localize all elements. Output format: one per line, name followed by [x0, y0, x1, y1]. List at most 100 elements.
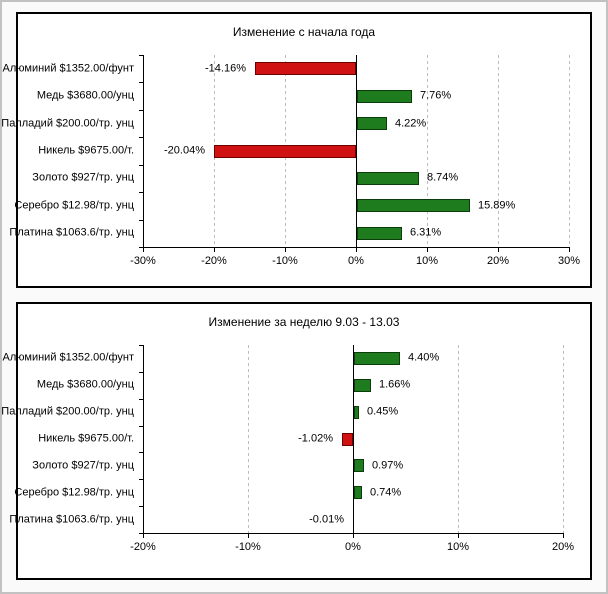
bar — [357, 171, 419, 185]
gridline — [569, 55, 570, 247]
chart-title: Изменение с начала года — [232, 25, 376, 39]
category-axis-tick — [139, 192, 143, 193]
bar-value-label: -1.02% — [298, 432, 333, 445]
category-label: Палладий $200.00/тр. унц — [1, 405, 134, 418]
value-axis-tick — [248, 534, 249, 538]
axis-tick-label: -10% — [272, 255, 298, 267]
value-axis-tick — [143, 248, 144, 252]
bar-value-label: 4.40% — [408, 351, 440, 364]
category-axis-tick — [139, 55, 143, 56]
gridline — [427, 55, 428, 247]
bar-value-label: 7.76% — [420, 89, 452, 102]
axis-tick-label: -20% — [130, 541, 156, 553]
value-axis-tick — [356, 248, 357, 252]
category-axis-tick — [139, 110, 143, 111]
bar — [357, 226, 402, 240]
value-axis-tick — [285, 248, 286, 252]
category-axis-tick — [139, 82, 143, 83]
category-axis-tick — [139, 247, 143, 248]
zero-axis-line — [353, 345, 354, 533]
chart-plot-area: -30% -20% -10% 0% 10% 20% 30% Алюминий $1352.00… — [1, 14, 590, 286]
category-axis-tick — [139, 452, 143, 453]
bar — [214, 144, 356, 158]
category-axis-tick — [139, 506, 143, 507]
value-axis — [143, 247, 570, 248]
bar-value-label: 0.74% — [370, 486, 402, 499]
category-axis-tick — [139, 345, 143, 346]
category-label: Никель $9675.00/т. — [38, 144, 134, 157]
category-axis-tick — [139, 137, 143, 138]
category-label: Алюминий $1352.00/фунт — [2, 62, 134, 75]
category-label: Платина $1063.6/тр. унц — [9, 226, 134, 239]
category-axis-tick — [139, 399, 143, 400]
bar-value-label: 1.66% — [379, 378, 411, 391]
value-axis-tick — [353, 534, 354, 538]
zero-axis-line — [356, 55, 357, 247]
bar-value-label: 6.31% — [410, 226, 442, 239]
bar-value-label: -14.16% — [205, 62, 246, 75]
chart-title: Изменение за неделю 9.03 - 13.03 — [208, 315, 400, 329]
ytd-chart-panel: Изменение с начала года -30% -20% -10% 0% 10… — [1, 12, 592, 288]
value-axis-tick — [427, 248, 428, 252]
axis-tick-label: 20% — [486, 255, 510, 267]
value-axis-tick — [143, 534, 144, 538]
bar-value-label: -0.01% — [309, 513, 344, 526]
category-axis-tick — [139, 479, 143, 480]
axis-tick-label: 10% — [446, 541, 470, 553]
category-label: Платина $1063.6/тр. унц — [9, 513, 134, 526]
axis-tick-label: 20% — [551, 541, 575, 553]
bar-value-label: -20.04% — [164, 144, 205, 157]
category-label: Медь $3680.00/унц — [36, 89, 134, 102]
category-axis-tick — [139, 165, 143, 166]
bar-value-label: 0.45% — [367, 405, 399, 418]
axis-tick-label: 0% — [345, 541, 361, 553]
axis-tick-label: -30% — [130, 255, 156, 267]
category-label: Золото $927/тр. унц — [32, 459, 134, 472]
category-axis-tick — [139, 533, 143, 534]
value-axis-tick — [458, 534, 459, 538]
category-label: Медь $3680.00/унц — [36, 378, 134, 391]
bar — [354, 351, 400, 365]
bar — [357, 117, 387, 131]
category-label: Серебро $12.98/тр. унц — [14, 486, 134, 499]
bar-value-label: 15.89% — [478, 199, 516, 212]
category-label: Серебро $12.98/тр. унц — [14, 199, 134, 212]
bar — [357, 199, 470, 213]
bar — [357, 89, 412, 103]
gridline — [248, 345, 249, 533]
chart-plot-area: -20% -10% 0% 10% 20% Алюминий $1352.00/фунт 4.… — [1, 304, 590, 578]
category-axis-tick — [139, 372, 143, 373]
bar-value-label: 4.22% — [395, 117, 427, 130]
bar — [354, 459, 364, 473]
axis-tick-label: 0% — [348, 255, 364, 267]
value-axis-tick — [498, 248, 499, 252]
gridline — [458, 345, 459, 533]
category-axis — [143, 55, 144, 248]
category-label: Палладий $200.00/тр. унц — [1, 117, 134, 130]
axis-tick-label: 10% — [415, 255, 439, 267]
weekly-chart-panel: Изменение за неделю 9.03 - 13.03 -20% -10… — [1, 302, 592, 580]
value-axis-tick — [214, 248, 215, 252]
gridline — [498, 55, 499, 247]
bar — [255, 62, 356, 76]
category-axis-tick — [139, 426, 143, 427]
bar — [354, 486, 362, 500]
category-label: Никель $9675.00/т. — [38, 432, 134, 445]
category-label: Алюминий $1352.00/фунт — [2, 351, 134, 364]
bar-value-label: 8.74% — [427, 171, 459, 184]
axis-tick-label: -20% — [201, 255, 227, 267]
bar — [342, 432, 353, 446]
value-axis-tick — [563, 534, 564, 538]
category-axis-tick — [139, 220, 143, 221]
value-axis — [143, 533, 564, 534]
axis-tick-label: -10% — [235, 541, 261, 553]
axis-tick-label: 30% — [557, 255, 581, 267]
bar — [354, 405, 359, 419]
value-axis-tick — [569, 248, 570, 252]
category-axis — [143, 345, 144, 534]
gridline — [563, 345, 564, 533]
category-label: Золото $927/тр. унц — [32, 171, 134, 184]
bar-value-label: 0.97% — [372, 459, 404, 472]
bar — [354, 378, 371, 392]
